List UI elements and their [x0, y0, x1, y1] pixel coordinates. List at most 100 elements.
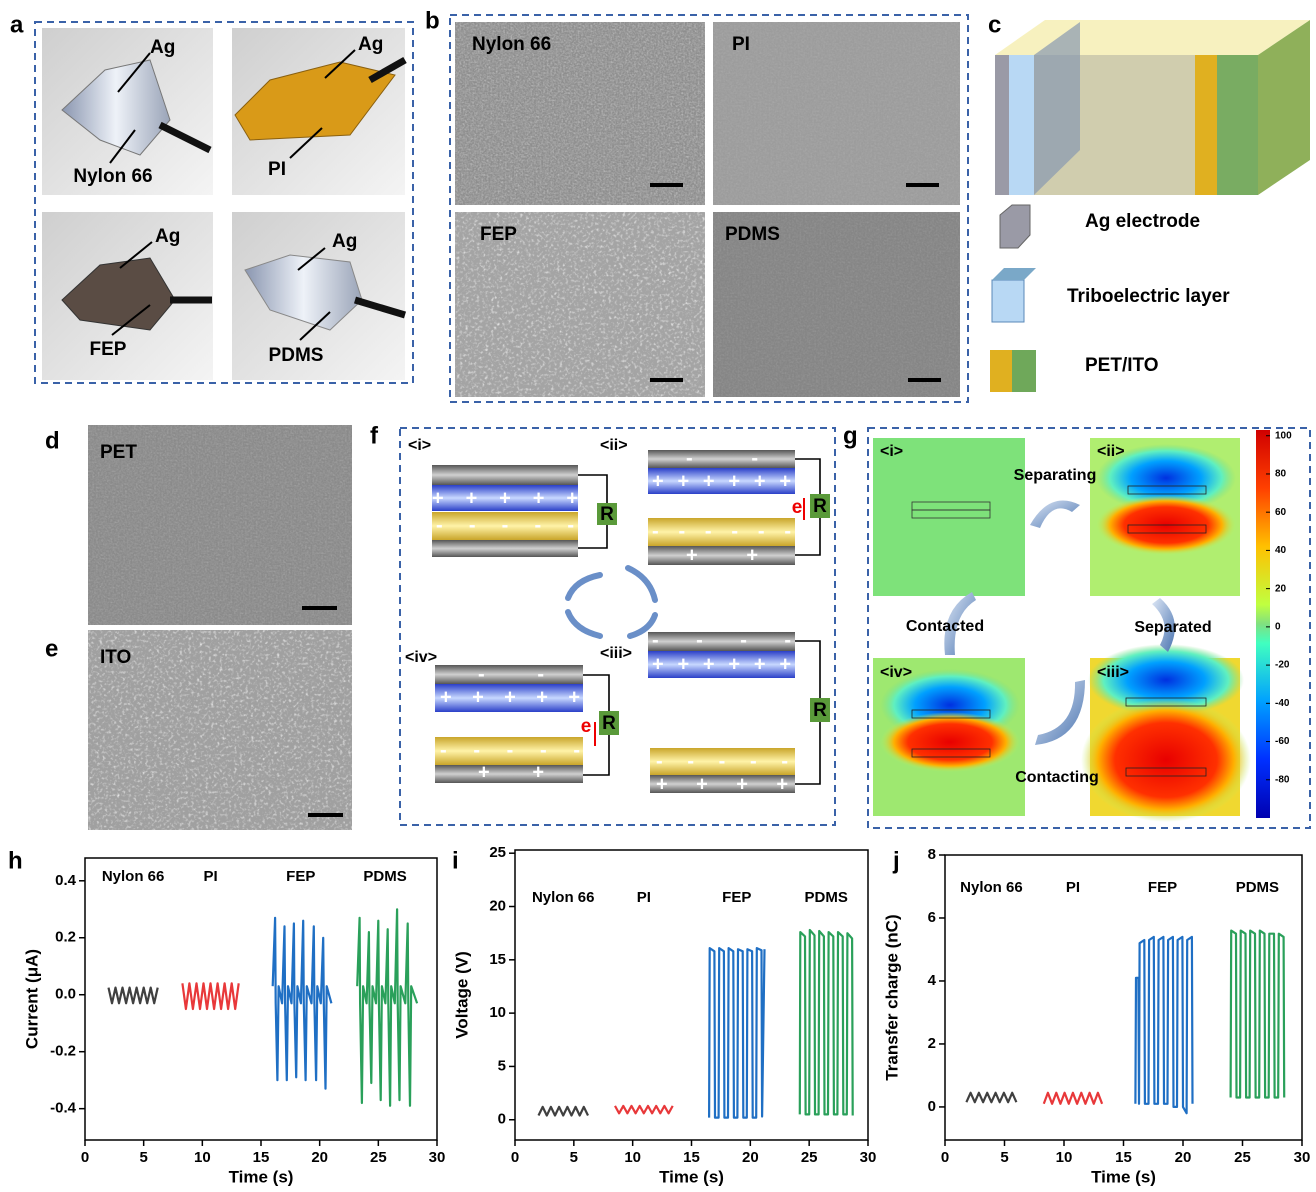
charge-row: + + + + + +: [652, 653, 791, 675]
decoration: [568, 612, 600, 636]
transition-label: Contacted: [906, 618, 984, 635]
panel-label: h: [8, 847, 23, 874]
legend-label: PET/ITO: [1085, 355, 1159, 376]
legend-icon: [992, 268, 1036, 280]
photo-label: Ag: [155, 226, 180, 247]
decoration: [568, 575, 600, 598]
tribo-layer: [1009, 55, 1034, 195]
series-label: Nylon 66: [960, 879, 1023, 896]
colorbar-tick-label: 40: [1275, 545, 1287, 556]
charge-row: - - - - -: [440, 739, 580, 761]
series-line: [615, 1106, 673, 1113]
state-label: <iii>: [600, 645, 632, 662]
ito-layer: [1217, 55, 1258, 195]
photo-label: Ag: [150, 37, 175, 58]
field-region: [880, 712, 1020, 772]
legend-label: Triboelectric layer: [1067, 286, 1230, 307]
x-tick-label: 25: [370, 1149, 387, 1166]
series-label: FEP: [1148, 879, 1177, 896]
colorbar-tick-label: -40: [1275, 698, 1290, 709]
charge-row: + + + + + +: [652, 470, 791, 492]
decoration: [628, 568, 655, 600]
y-tick-label: 4: [928, 972, 937, 989]
y-tick-label: 10: [489, 1004, 506, 1021]
electrode: [432, 540, 578, 557]
series-line: [539, 1107, 589, 1116]
x-tick-label: 30: [860, 1149, 877, 1166]
series-line: [1135, 937, 1192, 1113]
y-tick-label: 0.4: [55, 872, 77, 889]
y-tick-label: 20: [489, 897, 506, 914]
sem-label: PI: [732, 34, 750, 55]
legend-icon: [990, 350, 1012, 392]
y-tick-label: -0.4: [50, 1100, 77, 1117]
series-label: PDMS: [805, 889, 848, 906]
y-tick-label: 0: [498, 1111, 506, 1128]
photo-label: PDMS: [269, 345, 324, 366]
charge-row: + + + + +: [440, 686, 580, 708]
photo-label: Ag: [358, 34, 383, 55]
sem-label: PET: [100, 442, 137, 463]
panel-label: j: [892, 847, 900, 874]
legend-icon: [1012, 350, 1036, 392]
colorbar-tick-label: -20: [1275, 660, 1290, 671]
series-line: [182, 983, 238, 1009]
series-label: PI: [203, 868, 217, 885]
x-tick-label: 30: [1294, 1149, 1311, 1166]
photo-label: PI: [268, 159, 286, 180]
x-tick-label: 0: [941, 1149, 949, 1166]
sem-label: PDMS: [725, 224, 780, 245]
panel-d-e: d PET e ITO: [45, 425, 352, 830]
y-tick-label: 8: [928, 846, 936, 863]
state-label: <iv>: [880, 664, 912, 681]
cycle-arrows: [568, 568, 655, 636]
panel-label: c: [988, 11, 1001, 38]
sem-label: FEP: [480, 224, 517, 245]
y-tick-label: 25: [489, 844, 506, 861]
panel-f: f <i> + + + + + - - - - - R <ii> - - + +…: [370, 422, 835, 825]
state-label: <iv>: [405, 649, 437, 666]
panel-label: e: [45, 635, 58, 662]
y-tick-label: 5: [498, 1057, 506, 1074]
x-tick-label: 5: [570, 1149, 578, 1166]
electron-label: e: [581, 716, 592, 737]
x-tick-label: 5: [139, 1149, 147, 1166]
charge-row: + +: [478, 761, 544, 783]
panel-a: a Ag Nylon 66 Ag PI Ag FEP Ag PDMS: [10, 11, 413, 383]
sem-label: Nylon 66: [472, 34, 551, 55]
charge-row: - - - - -: [656, 750, 788, 772]
y-axis-label: Transfer charge (nC): [882, 914, 901, 1080]
panel-label: i: [452, 847, 459, 874]
charge-row: + + + + +: [432, 487, 578, 509]
panel-label: f: [370, 422, 379, 449]
field-map: [873, 438, 1025, 596]
photo-label: FEP: [90, 339, 127, 360]
resistor-label: R: [602, 713, 616, 734]
x-tick-label: 15: [253, 1149, 270, 1166]
y-tick-label: 0.2: [55, 929, 76, 946]
x-axis-label: Time (s): [229, 1167, 294, 1186]
x-tick-label: 5: [1000, 1149, 1008, 1166]
x-tick-label: 20: [1175, 1149, 1192, 1166]
colorbar-tick-label: -60: [1275, 736, 1290, 747]
y-axis-label: Voltage (V): [452, 951, 471, 1039]
series-line: [800, 930, 853, 1116]
transition-label: Contacting: [1015, 769, 1099, 786]
x-tick-label: 30: [429, 1149, 446, 1166]
legend-icon: [1000, 205, 1030, 248]
series-line: [966, 1093, 1016, 1102]
transition-label: Separating: [1014, 467, 1097, 484]
x-tick-label: 0: [511, 1149, 519, 1166]
series-label: PDMS: [1236, 879, 1279, 896]
x-tick-label: 15: [683, 1149, 700, 1166]
series-line: [709, 948, 764, 1118]
state-label: <iii>: [1097, 664, 1129, 681]
x-axis-label: Time (s): [1091, 1167, 1156, 1186]
series-label: Nylon 66: [102, 868, 165, 885]
x-tick-label: 10: [624, 1149, 641, 1166]
ag-layer: [995, 55, 1009, 195]
y-tick-label: 15: [489, 951, 506, 968]
decoration: [1035, 680, 1085, 745]
colorbar: [1256, 430, 1270, 818]
series-label: PI: [1066, 879, 1080, 896]
